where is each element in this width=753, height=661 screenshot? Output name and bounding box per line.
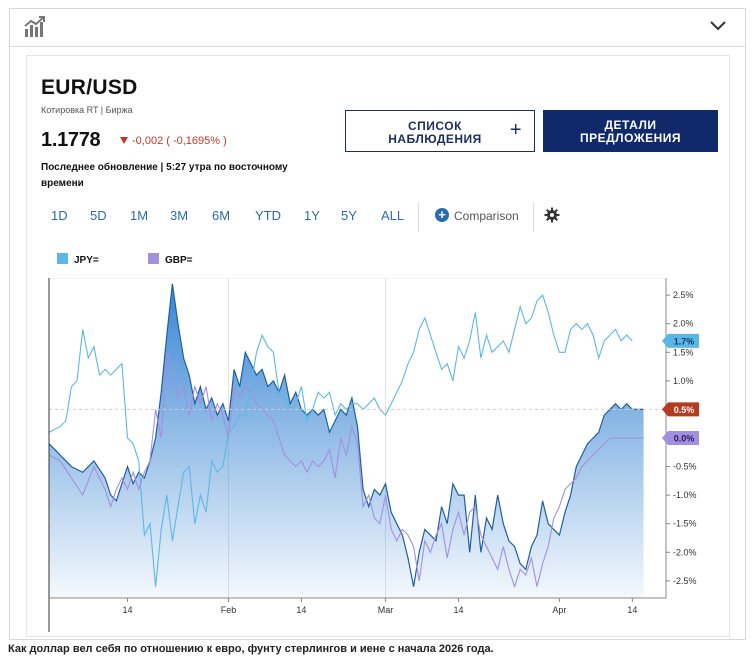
- legend-label-gbp: GBP=: [165, 255, 193, 266]
- series-line-jpy: [48, 294, 633, 587]
- series-line-gbp: [48, 352, 644, 589]
- end-value-label: 0.0%: [674, 434, 695, 444]
- range-all[interactable]: ALL: [381, 208, 405, 223]
- symbol-title: EUR/USD: [41, 76, 138, 99]
- chart-icon[interactable]: [24, 16, 46, 38]
- range-6m[interactable]: 6M: [212, 208, 231, 223]
- y-tick-label: 2.5%: [673, 290, 694, 300]
- price-chart[interactable]: 2.5% 2.0% 1.5% 1.0% 0.5% 0.0% -0.5% -1.0% -1.5% -…: [39, 278, 719, 634]
- watchlist-button[interactable]: СПИСОК НАБЛЮДЕНИЯ +: [345, 110, 535, 152]
- legend-item-gbp[interactable]: GBP=: [148, 253, 193, 266]
- range-1y[interactable]: 1Y: [304, 208, 320, 223]
- chevron-down-icon[interactable]: [709, 19, 727, 33]
- x-tick-label: Mar: [378, 605, 394, 615]
- y-tick-label: -2.0%: [673, 547, 697, 557]
- price-value: 1.1778: [41, 129, 101, 151]
- details-button-label: ДЕТАЛИ ПРЕДЛОЖЕНИЯ: [579, 118, 682, 145]
- x-tick-label: Feb: [221, 605, 237, 615]
- gear-icon[interactable]: [544, 207, 560, 223]
- legend-label-jpy: JPY=: [74, 255, 99, 266]
- y-tick-label: -2.5%: [673, 576, 697, 586]
- watchlist-button-label: СПИСОК НАБЛЮДЕНИЯ: [388, 119, 482, 146]
- x-tick-label: 14: [123, 605, 133, 615]
- quote-card: EUR/USD Котировка RT | Биржа 1.1778 -0,0…: [26, 55, 730, 637]
- range-1d[interactable]: 1D: [51, 208, 68, 223]
- details-button[interactable]: ДЕТАЛИ ПРЕДЛОЖЕНИЯ: [543, 110, 718, 152]
- x-tick-label: 14: [627, 605, 637, 615]
- series-line-eur: [48, 283, 644, 587]
- legend-swatch-gbp: [148, 253, 159, 264]
- y-tick-label: -1.0%: [673, 490, 697, 500]
- legend-item-jpy[interactable]: JPY=: [57, 253, 99, 266]
- range-divider-2: [533, 202, 534, 232]
- widget-frame: EUR/USD Котировка RT | Биржа 1.1778 -0,0…: [9, 8, 746, 640]
- y-tick-label: 2.0%: [673, 319, 694, 329]
- x-tick-label: 14: [296, 605, 306, 615]
- price-change: -0,002 ( -0,1695% ): [120, 135, 227, 147]
- range-ytd[interactable]: YTD: [255, 208, 281, 223]
- end-value-label: 0.5%: [674, 405, 695, 415]
- quote-source: Котировка RT | Биржа: [41, 105, 133, 115]
- down-triangle-icon: [120, 137, 128, 144]
- figure-caption: Как доллар вел себя по отношению к евро,…: [8, 643, 494, 655]
- y-tick-label: -0.5%: [673, 462, 697, 472]
- comparison-button[interactable]: Comparison: [454, 209, 519, 223]
- end-value-badge: [662, 431, 699, 445]
- range-1m[interactable]: 1M: [130, 208, 149, 223]
- legend-swatch-jpy: [57, 253, 68, 264]
- y-tick-label: -1.5%: [673, 519, 697, 529]
- range-3m[interactable]: 3M: [170, 208, 189, 223]
- range-5d[interactable]: 5D: [90, 208, 107, 223]
- x-tick-label: Apr: [552, 605, 566, 615]
- plus-circle-icon[interactable]: +: [435, 208, 449, 222]
- widget-topbar: [10, 9, 745, 47]
- end-value-badge: [662, 333, 699, 348]
- y-tick-label: 1.5%: [673, 347, 694, 357]
- range-5y[interactable]: 5Y: [341, 208, 357, 223]
- x-tick-label: 14: [453, 605, 463, 615]
- end-value-badge: [662, 402, 699, 417]
- y-tick-label: 1.0%: [673, 376, 694, 386]
- range-divider: [418, 202, 419, 232]
- price-change-text: -0,002 ( -0,1695% ): [132, 135, 227, 147]
- end-value-label: 1.7%: [674, 336, 695, 346]
- plus-icon: +: [509, 119, 522, 141]
- last-updated: Последнее обновление | 5:27 утра по вост…: [41, 162, 288, 189]
- series-area-eur: [49, 283, 644, 598]
